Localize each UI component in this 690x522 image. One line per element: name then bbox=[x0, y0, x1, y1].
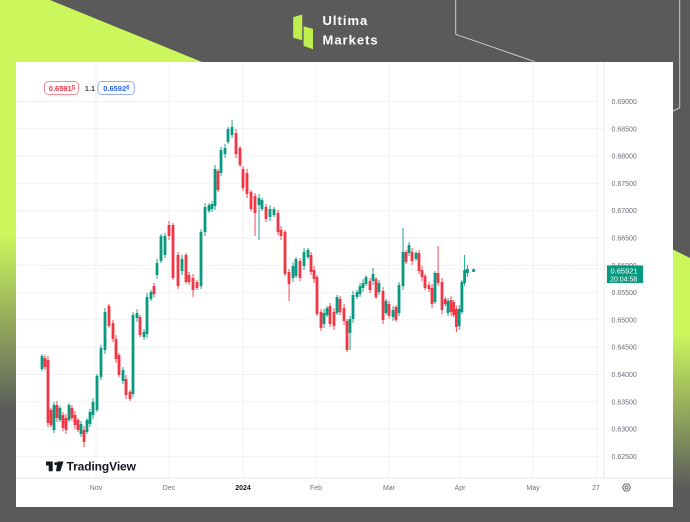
svg-text:0.63000: 0.63000 bbox=[612, 427, 637, 434]
svg-text:Mar: Mar bbox=[383, 485, 396, 492]
svg-text:0.62500: 0.62500 bbox=[612, 454, 637, 461]
svg-text:Feb: Feb bbox=[310, 485, 322, 492]
svg-text:May: May bbox=[526, 485, 540, 492]
svg-text:Apr: Apr bbox=[455, 485, 467, 492]
svg-text:0.67500: 0.67500 bbox=[612, 181, 637, 188]
svg-text:0.65921: 0.65921 bbox=[611, 267, 638, 276]
svg-text:0.66500: 0.66500 bbox=[612, 236, 637, 243]
svg-text:Ultima: Ultima bbox=[323, 13, 369, 28]
svg-text:TradingView: TradingView bbox=[67, 459, 137, 473]
svg-text:0.65000: 0.65000 bbox=[612, 317, 637, 324]
svg-text:0.63500: 0.63500 bbox=[612, 399, 637, 406]
svg-text:0.65500: 0.65500 bbox=[612, 290, 637, 297]
svg-text:0.69000: 0.69000 bbox=[612, 99, 637, 106]
svg-text:0.68500: 0.68500 bbox=[612, 126, 637, 133]
svg-text:6: 6 bbox=[126, 86, 130, 92]
svg-text:0.6591: 0.6591 bbox=[49, 84, 72, 93]
svg-text:20:04:58: 20:04:58 bbox=[610, 277, 637, 284]
svg-text:Dec: Dec bbox=[163, 485, 176, 492]
svg-text:5: 5 bbox=[72, 86, 76, 92]
svg-text:2024: 2024 bbox=[235, 485, 251, 492]
svg-text:27: 27 bbox=[592, 485, 600, 492]
svg-text:0.67000: 0.67000 bbox=[612, 208, 637, 215]
svg-text:0.64000: 0.64000 bbox=[612, 372, 637, 379]
svg-text:1.1: 1.1 bbox=[85, 84, 95, 93]
svg-text:Markets: Markets bbox=[323, 33, 379, 48]
svg-text:0.6592: 0.6592 bbox=[103, 84, 126, 93]
svg-text:Nov: Nov bbox=[90, 485, 103, 492]
svg-text:0.64500: 0.64500 bbox=[612, 345, 637, 352]
svg-text:0.68000: 0.68000 bbox=[612, 154, 637, 161]
